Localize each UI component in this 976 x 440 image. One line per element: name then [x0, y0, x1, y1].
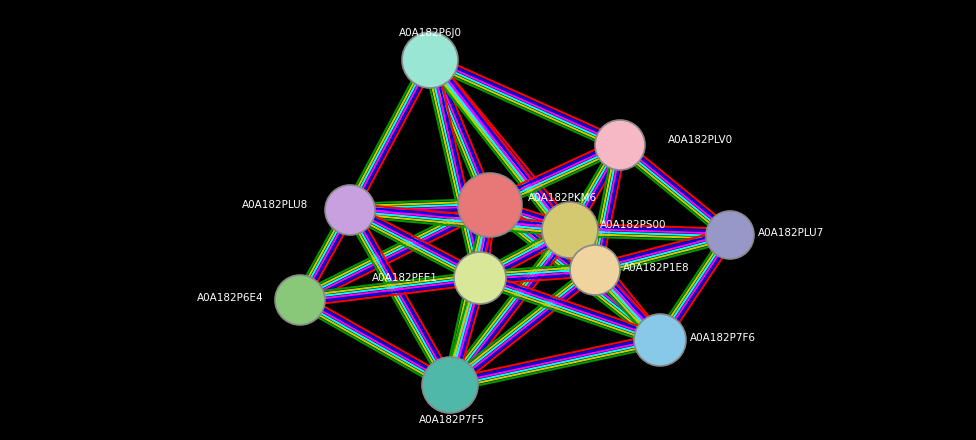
Text: A0A182P6J0: A0A182P6J0 — [398, 28, 462, 38]
Text: A0A182PLU7: A0A182PLU7 — [758, 228, 825, 238]
Circle shape — [325, 185, 375, 235]
Circle shape — [595, 120, 645, 170]
Circle shape — [402, 32, 458, 88]
Text: A0A182PKM6: A0A182PKM6 — [528, 193, 597, 203]
Text: A0A182P6E4: A0A182P6E4 — [197, 293, 264, 303]
Circle shape — [454, 252, 506, 304]
Text: A0A182PLV0: A0A182PLV0 — [668, 135, 733, 145]
Text: A0A182P7F6: A0A182P7F6 — [690, 333, 756, 343]
Text: A0A182PFE1: A0A182PFE1 — [372, 273, 438, 283]
Circle shape — [458, 173, 522, 237]
Circle shape — [570, 245, 620, 295]
Text: A0A182PS00: A0A182PS00 — [600, 220, 667, 230]
Text: A0A182P7F5: A0A182P7F5 — [419, 415, 485, 425]
Circle shape — [542, 202, 598, 258]
Circle shape — [634, 314, 686, 366]
Circle shape — [706, 211, 754, 259]
Text: A0A182PLU8: A0A182PLU8 — [242, 200, 308, 210]
Circle shape — [422, 357, 478, 413]
Circle shape — [275, 275, 325, 325]
Text: A0A182P1E8: A0A182P1E8 — [623, 263, 690, 273]
